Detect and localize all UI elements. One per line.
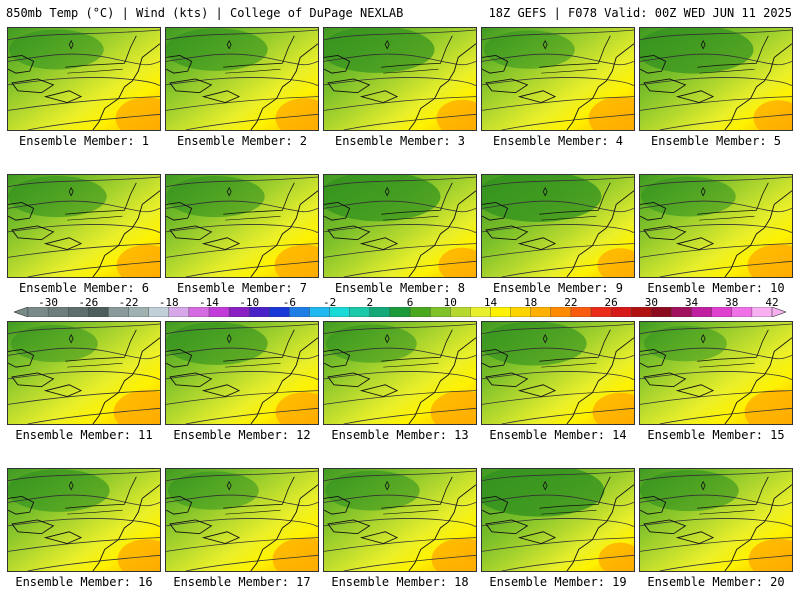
temperature-map: [8, 28, 160, 130]
ensemble-map-panel: [165, 27, 319, 131]
colorbar-tick-label: -30: [38, 296, 59, 309]
ensemble-member-label: Ensemble Member: 20: [647, 575, 785, 589]
temperature-colorbar: [14, 307, 786, 317]
temperature-map: [166, 28, 318, 130]
temperature-map: [324, 175, 476, 277]
temperature-map: [324, 322, 476, 424]
ensemble-map-panel: [323, 468, 477, 572]
colorbar-tick-label: 14: [483, 296, 498, 309]
temperature-map: [324, 469, 476, 571]
ensemble-map-panel: [165, 321, 319, 425]
colorbar-tick-label: 10: [443, 296, 457, 309]
ensemble-member-label: Ensemble Member: 5: [650, 134, 782, 148]
temperature-map: [8, 322, 160, 424]
ensemble-member-label: Ensemble Member: 1: [18, 134, 150, 148]
temperature-map: [8, 469, 160, 571]
colorbar-max-arrow: [771, 307, 786, 317]
colorbar-tick-label: 6: [406, 296, 414, 309]
temperature-map: [324, 28, 476, 130]
colorbar-tick-label: -14: [199, 296, 219, 309]
ensemble-map-panel: [7, 321, 161, 425]
ensemble-map-panel: [7, 174, 161, 278]
ensemble-member-label: Ensemble Member: 10: [647, 281, 785, 295]
ensemble-map-panel: [639, 27, 793, 131]
temperature-map: [482, 28, 634, 130]
temperature-map: [640, 175, 792, 277]
colorbar-tick-label: 2: [366, 296, 374, 309]
ensemble-member-label: Ensemble Member: 4: [492, 134, 624, 148]
temperature-map: [166, 322, 318, 424]
temperature-map: [166, 175, 318, 277]
colorbar-tick-label: 18: [524, 296, 538, 309]
ensemble-map-panel: [323, 27, 477, 131]
ensemble-map-panel: [639, 174, 793, 278]
colorbar-tick-label: -10: [239, 296, 260, 309]
colorbar-min-arrow: [14, 307, 29, 317]
ensemble-map-panel: [7, 468, 161, 572]
temperature-map: [166, 469, 318, 571]
colorbar-tick-label: -2: [322, 296, 337, 309]
ensemble-member-label: Ensemble Member: 12: [173, 428, 311, 442]
header-title-right: 18Z GEFS | F078 Valid: 00Z WED JUN 11 20…: [488, 6, 792, 20]
colorbar-tick-label: 38: [725, 296, 739, 309]
ensemble-map-panel: [481, 27, 635, 131]
ensemble-member-label: Ensemble Member: 15: [647, 428, 785, 442]
temperature-map: [8, 175, 160, 277]
ensemble-member-label: Ensemble Member: 18: [331, 575, 469, 589]
temperature-map: [482, 175, 634, 277]
ensemble-member-label: Ensemble Member: 9: [492, 281, 624, 295]
ensemble-member-label: Ensemble Member: 8: [334, 281, 466, 295]
ensemble-member-label: Ensemble Member: 19: [489, 575, 627, 589]
ensemble-member-label: Ensemble Member: 11: [15, 428, 153, 442]
ensemble-map-panel: [165, 468, 319, 572]
temperature-map: [640, 469, 792, 571]
ensemble-map-panel: [7, 27, 161, 131]
ensemble-member-label: Ensemble Member: 14: [489, 428, 627, 442]
ensemble-member-label: Ensemble Member: 16: [15, 575, 153, 589]
ensemble-member-label: Ensemble Member: 7: [176, 281, 308, 295]
temperature-map: [640, 322, 792, 424]
ensemble-member-label: Ensemble Member: 2: [176, 134, 308, 148]
colorbar-tick-label: -18: [158, 296, 179, 309]
ensemble-member-label: Ensemble Member: 3: [334, 134, 466, 148]
colorbar-tick-label: -6: [282, 296, 297, 309]
temperature-map: [640, 28, 792, 130]
ensemble-map-panel: [323, 174, 477, 278]
ensemble-member-label: Ensemble Member: 6: [18, 281, 150, 295]
colorbar-tick-label: 22: [564, 296, 578, 309]
temperature-map: [482, 469, 634, 571]
ensemble-map-panel: [639, 321, 793, 425]
ensemble-map-panel: [481, 321, 635, 425]
ensemble-map-panel: [639, 468, 793, 572]
colorbar-tick-label: 30: [644, 296, 658, 309]
ensemble-map-panel: [323, 321, 477, 425]
header-title-left: 850mb Temp (°C) | Wind (kts) | College o…: [6, 6, 404, 20]
ensemble-map-panel: [481, 468, 635, 572]
temperature-map: [482, 322, 634, 424]
colorbar-tick-label: 34: [684, 296, 699, 309]
ensemble-member-label: Ensemble Member: 13: [331, 428, 469, 442]
ensemble-map-panel: [165, 174, 319, 278]
colorbar-tick-label: 42: [765, 296, 779, 309]
colorbar-tick-label: 26: [604, 296, 618, 309]
ensemble-map-panel: [481, 174, 635, 278]
colorbar-tick-label: -26: [78, 296, 99, 309]
colorbar-tick-label: -22: [118, 296, 139, 309]
ensemble-member-label: Ensemble Member: 17: [173, 575, 311, 589]
